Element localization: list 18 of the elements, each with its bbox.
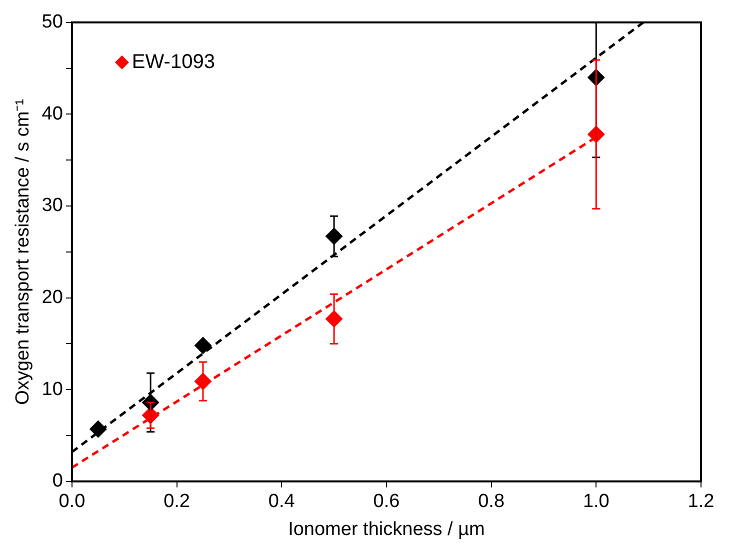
x-tick-label: 0.4 (268, 491, 296, 512)
x-tick-label: 0.8 (478, 491, 505, 512)
point (194, 337, 212, 354)
x-tick-label: 0.0 (58, 491, 86, 512)
point (90, 420, 106, 438)
y-tick-label: 40 (42, 103, 63, 124)
legend-label: EW-1093 (132, 50, 215, 73)
x-tick-label: 1.0 (582, 491, 610, 512)
y-axis-title: Oxygen transport resistance / s cm⁻¹ (12, 98, 34, 405)
x-tick-label: 1.2 (688, 491, 714, 512)
x-axis-title: Ionomer thickness / µm (288, 518, 485, 540)
y-tick-label: 20 (42, 287, 63, 308)
y-tick-label: 50 (42, 12, 63, 33)
y-tick-label: 30 (42, 195, 63, 216)
y-tick-label: 10 (42, 378, 63, 400)
x-tick-label: 0.2 (164, 491, 190, 512)
x-tick-label: 0.6 (373, 491, 400, 512)
y-tick-label: 0 (52, 470, 63, 492)
